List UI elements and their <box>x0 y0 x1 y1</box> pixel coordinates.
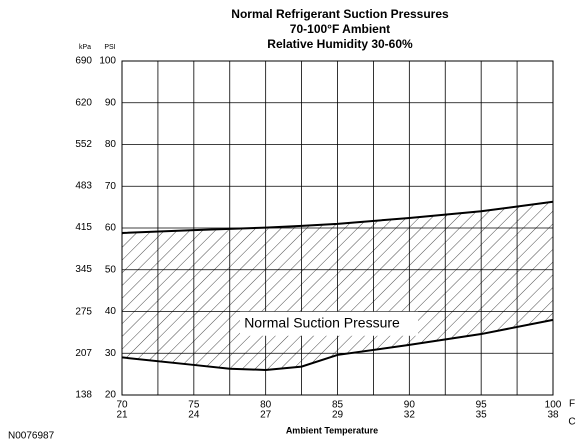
x2-tick-label: 24 <box>188 410 200 421</box>
y2-tick-label: 345 <box>75 264 92 275</box>
chart-title: Normal Refrigerant Suction Pressures <box>231 7 449 21</box>
x-tick-label: 95 <box>476 400 488 411</box>
x-tick-label: 70 <box>116 400 128 411</box>
y-tick-label: 60 <box>105 223 117 234</box>
x-tick-label: 100 <box>545 400 562 411</box>
y2-tick-label: 483 <box>75 181 92 192</box>
x2-tick-label: 38 <box>547 410 559 421</box>
figure-id: N0076987 <box>8 431 55 442</box>
y-tick-label: 80 <box>105 139 117 150</box>
y2-axis-title: kPa <box>79 44 91 51</box>
chart-subtitle: 70-100°F Ambient <box>290 22 390 36</box>
y-tick-label: 70 <box>105 181 117 192</box>
chart-subtitle: Relative Humidity 30-60% <box>267 37 413 51</box>
y2-tick-label: 415 <box>75 222 92 233</box>
label-bg <box>240 311 418 336</box>
y-axis-title: PSI <box>104 44 115 51</box>
x-axis-title: Ambient Temperature <box>286 425 378 435</box>
x2-tick-label: 35 <box>476 410 488 421</box>
y-tick-label: 50 <box>105 264 117 275</box>
y2-tick-label: 275 <box>75 307 92 318</box>
y2-tick-label: 690 <box>75 55 92 66</box>
x-tick-label: 85 <box>332 400 344 411</box>
x2-tick-label: 32 <box>404 410 416 421</box>
x-tick-label: 90 <box>404 400 416 411</box>
y2-tick-label: 207 <box>75 348 92 359</box>
band-edge <box>121 318 554 371</box>
y-tick-label: 30 <box>105 348 117 359</box>
x-unit: F <box>569 399 575 410</box>
x2-unit: C <box>568 417 575 428</box>
plot-frame <box>121 60 554 396</box>
y2-tick-label: 138 <box>75 390 92 401</box>
y-tick-label: 100 <box>99 56 116 67</box>
x2-tick-label: 27 <box>260 410 272 421</box>
y-tick-label: 20 <box>105 390 117 401</box>
band-edge <box>121 200 554 235</box>
y-tick-label: 90 <box>105 97 117 108</box>
y2-tick-label: 552 <box>75 139 92 150</box>
x-tick-label: 80 <box>260 400 272 411</box>
x-tick-label: 75 <box>188 400 200 411</box>
y2-tick-label: 620 <box>75 98 92 109</box>
x2-tick-label: 21 <box>116 410 128 421</box>
band-label: Normal Suction Pressure <box>244 314 400 330</box>
y-tick-label: 40 <box>105 306 117 317</box>
x2-tick-label: 29 <box>332 410 344 421</box>
